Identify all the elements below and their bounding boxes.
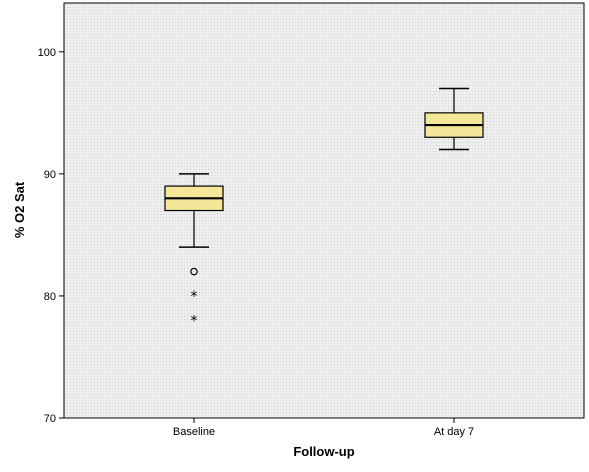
x-axis-title: Follow-up: [293, 444, 354, 459]
box-group-1: [424, 87, 484, 151]
plot-area: [63, 2, 585, 419]
x-axis: Baseline At day 7: [173, 418, 474, 438]
x-tick-label: At day 7: [434, 426, 474, 438]
boxes: **: [164, 87, 484, 329]
y-axis-title: % O2 Sat: [12, 181, 27, 238]
y-tick-label: 80: [44, 291, 56, 303]
box-group-0: **: [164, 173, 224, 329]
extreme-point: *: [191, 289, 198, 305]
y-tick-label: 70: [44, 413, 56, 425]
y-tick-label: 90: [44, 169, 56, 181]
extreme-point: *: [191, 313, 198, 329]
y-tick-label: 100: [38, 47, 56, 59]
x-tick-label: Baseline: [173, 426, 215, 438]
outlier-point: [190, 267, 198, 276]
y-axis: 70 80 90 100: [38, 47, 64, 425]
